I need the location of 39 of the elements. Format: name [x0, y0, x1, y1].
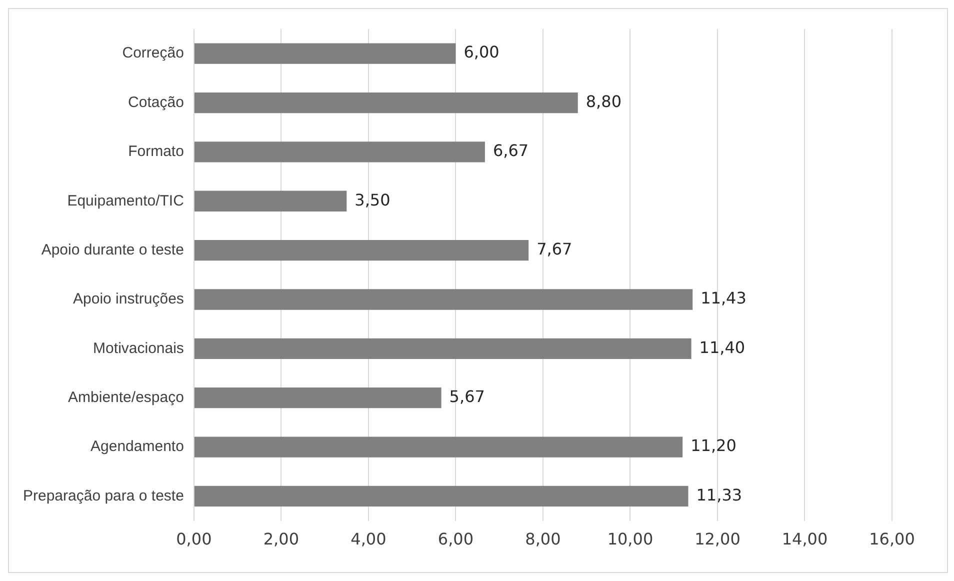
data-label: 3,50	[354, 190, 390, 210]
y-tick-label: Equipamento/TIC	[67, 192, 184, 210]
y-tick-label: Apoio durante o teste	[41, 241, 184, 258]
x-tick-label: 2,00	[263, 530, 300, 549]
data-label: 11,40	[699, 338, 746, 357]
data-label: 8,80	[586, 92, 622, 111]
y-tick-label: Formato	[128, 143, 184, 160]
bar	[194, 436, 683, 458]
data-label: 11,33	[696, 485, 742, 504]
x-tick-label: 12,00	[694, 530, 740, 549]
data-label: 7,67	[536, 239, 572, 258]
bar	[194, 240, 529, 261]
x-tick-label: 4,00	[350, 530, 386, 549]
bar	[194, 388, 442, 408]
y-tick-label: Ambiente/espaço	[68, 388, 184, 406]
y-tick-label: Preparação para o teste	[23, 487, 184, 504]
x-tick-label: 8,00	[525, 530, 561, 549]
bar	[194, 190, 347, 212]
y-tick-label: Apoio instruções	[73, 290, 184, 308]
data-label: 6,67	[492, 141, 529, 160]
x-tick-label: 16,00	[869, 530, 915, 549]
data-label: 11,43	[700, 288, 746, 308]
y-tick-label: Cotação	[128, 94, 184, 111]
bar	[194, 289, 693, 310]
x-tick-label: 10,00	[607, 530, 654, 549]
data-label: 5,67	[449, 387, 485, 406]
bar	[194, 92, 578, 114]
y-tick-label: Motivacionais	[93, 340, 184, 357]
x-tick-label: 14,00	[782, 530, 828, 549]
bar	[194, 43, 456, 64]
bar	[194, 142, 485, 162]
x-tick-label: 6,00	[438, 530, 474, 549]
data-label: 6,00	[464, 42, 500, 62]
bar	[194, 486, 688, 507]
x-tick-label: 0,00	[176, 530, 212, 549]
y-tick-label: Correção	[122, 44, 184, 62]
y-tick-label: Agendamento	[90, 438, 184, 456]
data-label: 11,20	[690, 436, 736, 456]
bar	[194, 338, 692, 359]
